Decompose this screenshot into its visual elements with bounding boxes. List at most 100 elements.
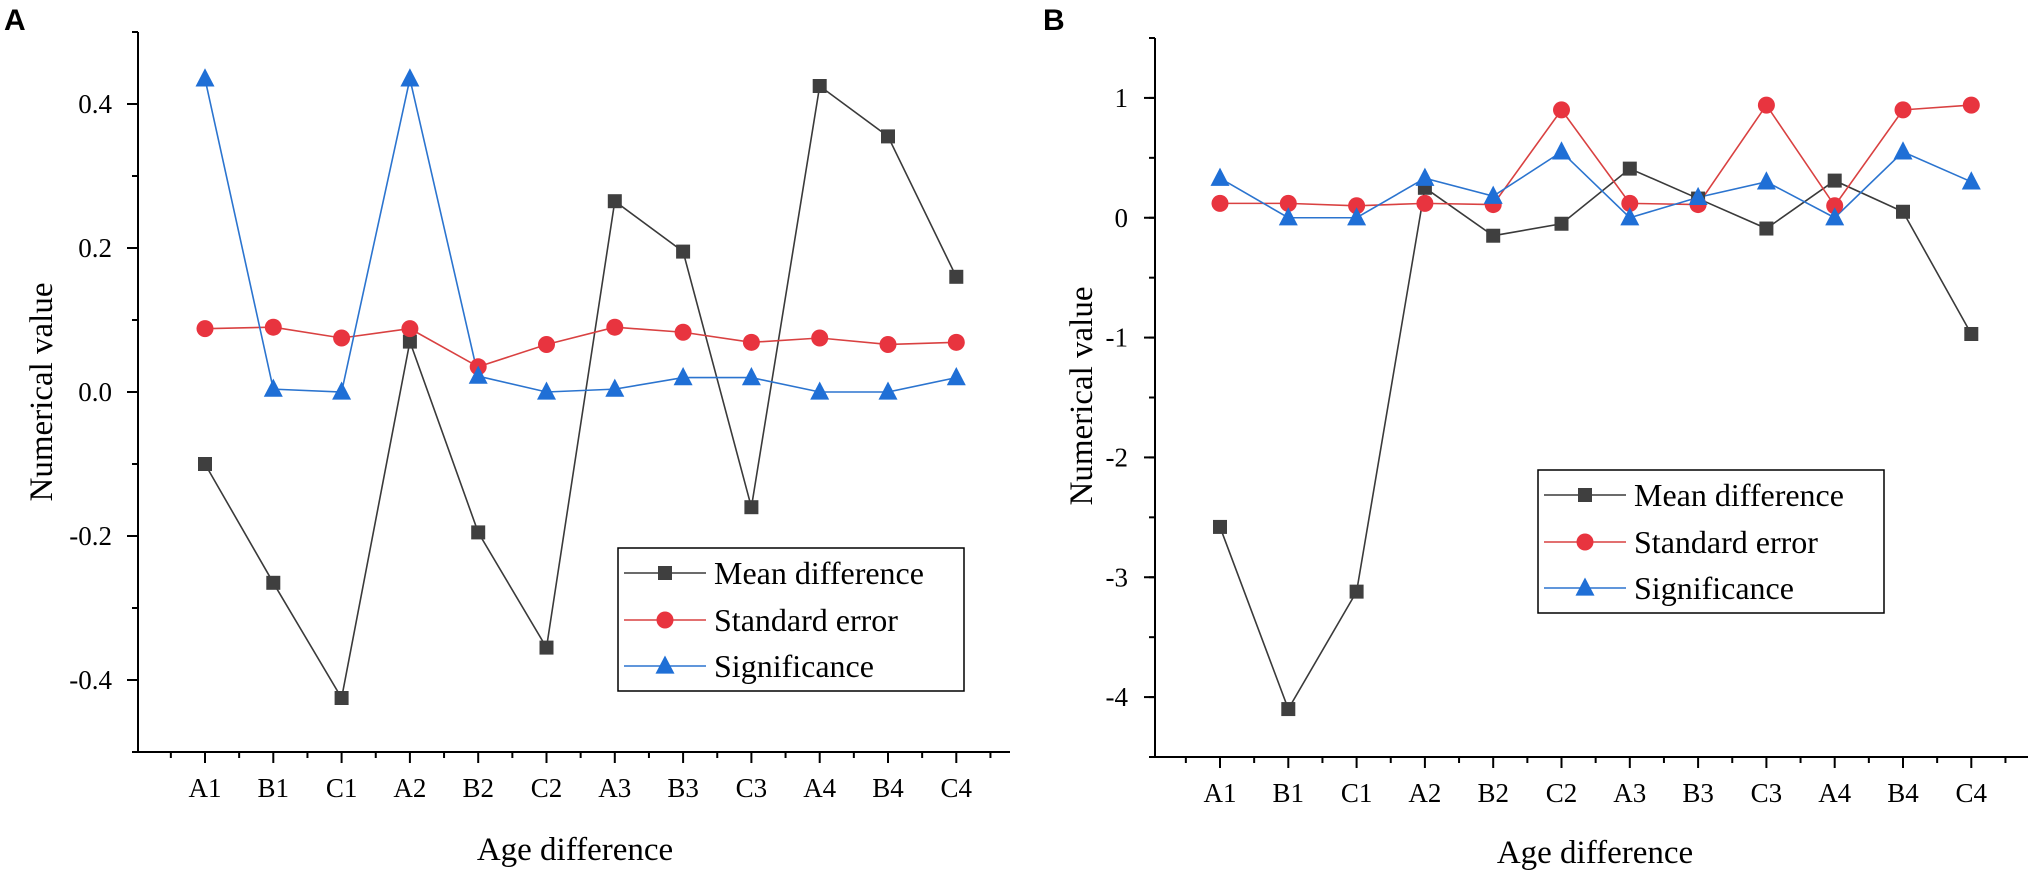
panel-a-mean-point xyxy=(949,269,964,284)
panel-a-sig-point xyxy=(878,381,898,400)
panel-b-x-tick-label: A4 xyxy=(1818,778,1851,808)
panel-a-sig-point xyxy=(741,367,761,386)
panel-b-x-tick-label: A3 xyxy=(1613,778,1646,808)
panel-b-se-point xyxy=(1416,194,1434,212)
panel-b-sig-point xyxy=(1825,207,1845,226)
panel-a-plot-area xyxy=(195,68,966,705)
panel-b-y-tick-label: -2 xyxy=(1106,442,1129,472)
panel-b-x-ticks: A1 B1 C1 A2 B2 C2 A3 B3 C3 A4 B4 C4 xyxy=(1184,757,2007,808)
panel-b-x-tick-label: C3 xyxy=(1751,778,1783,808)
panel-b-se-point xyxy=(1348,197,1366,215)
panel-a-mean-point xyxy=(471,525,486,540)
panel-a-mean-series-line xyxy=(204,84,958,701)
panel-a-legend-mean-marker xyxy=(658,566,672,580)
panel-b-x-tick-label: B4 xyxy=(1887,778,1919,808)
panel-b-y-axis-title: Numerical value xyxy=(1064,287,1100,506)
panel-b-x-axis-title: Age difference xyxy=(1497,835,1693,871)
panel-a-mean-point xyxy=(198,457,212,471)
panel-b-sig-point xyxy=(1893,141,1913,160)
panel-b-mean-point xyxy=(1554,216,1569,231)
panel-b-sig-point xyxy=(1210,167,1230,186)
panel-b-se-point xyxy=(1962,96,1980,114)
panel-b-x-tick-label: C2 xyxy=(1546,778,1578,808)
panel-a-sig-point xyxy=(400,68,420,87)
panel-a-sig-point xyxy=(332,381,352,400)
panel-a-y-tick-label: 0.0 xyxy=(78,377,112,407)
panel-b-y-tick-label: -3 xyxy=(1106,562,1129,592)
panel-a-mean-point xyxy=(607,194,622,209)
panel-b-sig-point xyxy=(1278,207,1298,226)
panel-b-legend-mean-label: Mean difference xyxy=(1634,477,1844,513)
panel-a-se-point xyxy=(879,335,897,353)
panel-b-se-point xyxy=(1894,101,1912,119)
panel-b-mean-point xyxy=(1896,204,1910,219)
panel-a-legend-sig-marker xyxy=(655,655,675,674)
panel-b: B -4 -3 -2 -1 0 1 A1 B1 C1 A2 B2 C2 A3 B3 C3 A4 B4 C4 Ag… xyxy=(1043,4,2028,871)
panel-a-x-tick-label: C4 xyxy=(941,773,973,803)
panel-b-legend-sig-label: Significance xyxy=(1634,570,1794,606)
panel-b-y-tick-label: 1 xyxy=(1115,83,1129,113)
panel-b-legend-se-marker xyxy=(1576,533,1594,551)
panel-a-x-tick-label: C2 xyxy=(531,773,563,803)
panel-b-legend-mean-symbol xyxy=(1578,488,1592,502)
panel-a-legend-se-marker xyxy=(656,611,674,629)
panel-b-x-tick-label: C1 xyxy=(1341,778,1373,808)
panel-b-sig-point xyxy=(1347,207,1367,226)
panel-b-legend-se-symbol xyxy=(1576,533,1594,551)
panel-a-sig-series-line xyxy=(204,78,957,393)
panel-a-se-point xyxy=(196,320,214,338)
panel-a-y-tick-label: 0.2 xyxy=(78,233,112,263)
panel-a-x-tick-label: A2 xyxy=(393,773,426,803)
panel-a-x-tick-label: B1 xyxy=(258,773,290,803)
panel-b-se-point xyxy=(1279,194,1297,212)
panel-b-legend: Mean difference Standard error Significa… xyxy=(1537,469,1885,614)
panel-b-sig-series-line xyxy=(1219,150,1972,219)
panel-a-x-tick-label: A4 xyxy=(803,773,836,803)
panel-a-x-tick-label: C3 xyxy=(736,773,768,803)
panel-a-sig-point xyxy=(468,365,488,384)
panel-b-sig-point xyxy=(1483,185,1503,204)
panel-a-sig-point xyxy=(673,367,693,386)
panel-a-mean-point xyxy=(744,500,759,515)
panel-b-mean-point xyxy=(1213,519,1227,534)
panel-b-x-tick-label: B1 xyxy=(1273,778,1305,808)
panel-a-mean-point xyxy=(266,575,281,590)
panel-a-se-point xyxy=(811,329,829,347)
panel-a-legend-mean-label: Mean difference xyxy=(714,555,924,591)
panel-a-legend: Mean difference Standard error Significa… xyxy=(617,547,965,692)
panel-a-y-tick-label: -0.4 xyxy=(69,665,112,695)
panel-a-y-tick-label: 0.4 xyxy=(78,89,112,119)
panel-a-se-point xyxy=(401,320,419,338)
panel-a-y-axis-title: Numerical value xyxy=(24,283,60,502)
panel-b-x-tick-label: C4 xyxy=(1956,778,1988,808)
panel-a-legend-sig-label: Significance xyxy=(714,648,874,684)
panel-a-se-point xyxy=(947,333,965,351)
panel-a-mean-point xyxy=(881,129,895,144)
panel-b-sig-point xyxy=(1756,171,1776,190)
panel-a-se-point xyxy=(674,323,692,341)
panel-b-x-tick-label: B2 xyxy=(1477,778,1509,808)
panel-b-y-tick-label: -4 xyxy=(1106,682,1129,712)
panel-a-mean-point xyxy=(539,640,554,655)
panel-b-y-tick-label: -1 xyxy=(1106,323,1129,353)
panel-a-sig-point xyxy=(195,68,215,87)
panel-a-sig-point xyxy=(537,381,556,400)
panel-b-sig-point xyxy=(1688,186,1708,206)
panel-b-se-point xyxy=(1553,101,1570,119)
panel-b-legend-se-label: Standard error xyxy=(1634,524,1818,560)
panel-b-se-point xyxy=(1757,96,1775,114)
panel-b-sig-point xyxy=(1415,167,1435,186)
panel-a-mean-point xyxy=(402,334,417,349)
panel-b-mean-point xyxy=(1349,584,1364,599)
panel-b-mean-point xyxy=(1622,161,1637,176)
panel-a-y-ticks: -0.4 -0.2 0.0 0.2 0.4 xyxy=(69,31,138,753)
panel-a-legend-sig-symbol xyxy=(655,655,675,674)
panel-a-x-tick-label: B2 xyxy=(462,773,494,803)
panel-b-legend-sig-symbol xyxy=(1575,577,1595,596)
panel-b-se-point xyxy=(1621,194,1639,212)
panel-b-mean-point xyxy=(1827,173,1842,188)
panel-b-x-tick-label: A2 xyxy=(1408,778,1441,808)
panel-a-x-axis-title: Age difference xyxy=(477,832,673,868)
panel-b-mean-series-line xyxy=(1219,167,1972,711)
panel-a-sig-point xyxy=(810,381,830,400)
